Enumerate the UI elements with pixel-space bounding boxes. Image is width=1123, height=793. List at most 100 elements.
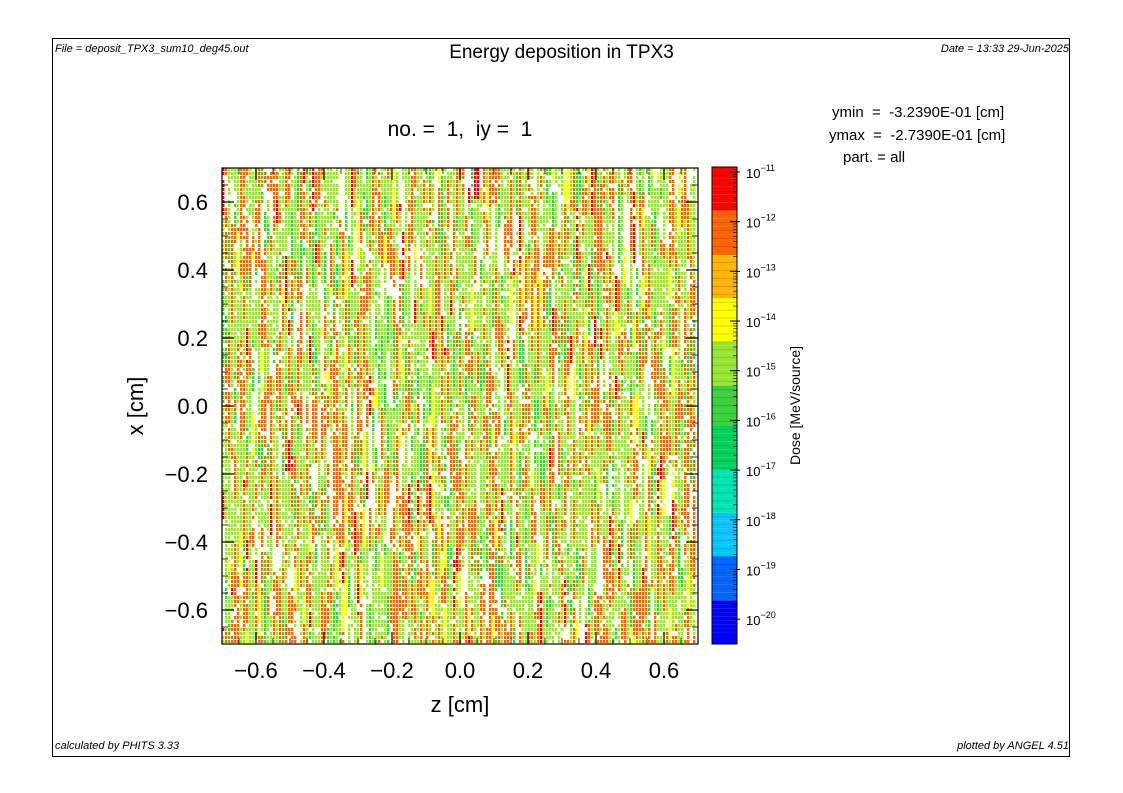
heatmap-cell	[360, 452, 363, 455]
heatmap-cell	[315, 584, 318, 587]
heatmap-cell	[354, 632, 357, 635]
heatmap-cell	[246, 536, 249, 539]
heatmap-cell	[264, 344, 267, 347]
heatmap-cell	[261, 508, 264, 511]
heatmap-cell	[300, 476, 303, 479]
heatmap-cell	[303, 580, 306, 583]
heatmap-cell	[285, 496, 288, 499]
heatmap-cell	[237, 340, 240, 343]
heatmap-cell	[300, 312, 303, 315]
heatmap-cell	[243, 404, 246, 407]
heatmap-cell	[258, 252, 261, 255]
heatmap-cell	[267, 468, 270, 471]
heatmap-cell	[339, 384, 342, 387]
heatmap-cell	[228, 516, 231, 519]
heatmap-cell	[276, 444, 279, 447]
heatmap-cell	[330, 372, 333, 375]
heatmap-cell	[288, 372, 291, 375]
heatmap-cell	[267, 616, 270, 619]
heatmap-cell	[369, 544, 372, 547]
heatmap-cell	[252, 228, 255, 231]
heatmap-cell	[312, 280, 315, 283]
heatmap-cell	[249, 548, 252, 551]
heatmap-cell	[309, 520, 312, 523]
heatmap-cell	[249, 372, 252, 375]
heatmap-cell	[297, 568, 300, 571]
heatmap-cell	[264, 392, 267, 395]
heatmap-cell	[252, 328, 255, 331]
heatmap-cell	[246, 508, 249, 511]
heatmap-cell	[288, 448, 291, 451]
heatmap-cell	[267, 500, 270, 503]
heatmap-cell	[357, 572, 360, 575]
heatmap-cell	[264, 600, 267, 603]
heatmap-cell	[339, 544, 342, 547]
heatmap-cell	[318, 616, 321, 619]
heatmap-cell	[246, 440, 249, 443]
heatmap-cell	[222, 480, 225, 483]
heatmap-cell	[246, 392, 249, 395]
heatmap-cell	[342, 560, 345, 563]
heatmap-cell	[288, 196, 291, 199]
heatmap-cell	[240, 600, 243, 603]
heatmap-cell	[276, 204, 279, 207]
heatmap-cell	[315, 620, 318, 623]
heatmap-cell	[360, 196, 363, 199]
heatmap-cell	[252, 576, 255, 579]
heatmap-cell	[258, 484, 261, 487]
heatmap-cell	[342, 584, 345, 587]
heatmap-cell	[276, 420, 279, 423]
heatmap-cell	[225, 168, 228, 171]
heatmap-cell	[261, 552, 264, 555]
heatmap-cell	[339, 536, 342, 539]
heatmap-cell	[333, 400, 336, 403]
heatmap-cell	[381, 540, 384, 543]
heatmap-cell	[372, 184, 375, 187]
heatmap-cell	[354, 436, 357, 439]
heatmap-cell	[240, 340, 243, 343]
heatmap-cell	[312, 176, 315, 179]
heatmap-cell	[366, 360, 369, 363]
heatmap-cell	[339, 556, 342, 559]
heatmap-cell	[282, 540, 285, 543]
heatmap-cell	[342, 248, 345, 251]
heatmap-cell	[285, 420, 288, 423]
heatmap-cell	[378, 616, 381, 619]
heatmap-cell	[243, 264, 246, 267]
heatmap-cell	[273, 628, 276, 631]
heatmap-cell	[225, 592, 228, 595]
heatmap-cell	[342, 388, 345, 391]
heatmap-cell	[234, 456, 237, 459]
heatmap-cell	[282, 220, 285, 223]
heatmap-cell	[297, 572, 300, 575]
heatmap-cell	[243, 400, 246, 403]
heatmap-cell	[309, 336, 312, 339]
heatmap-cell	[366, 336, 369, 339]
heatmap-cell	[327, 204, 330, 207]
heatmap-cell	[321, 504, 324, 507]
heatmap-cell	[261, 180, 264, 183]
heatmap-cell	[315, 304, 318, 307]
heatmap-cell	[246, 256, 249, 259]
heatmap-cell	[372, 612, 375, 615]
heatmap-cell	[243, 560, 246, 563]
heatmap-cell	[225, 320, 228, 323]
heatmap-cell	[264, 476, 267, 479]
heatmap-cell	[330, 428, 333, 431]
heatmap-cell	[246, 284, 249, 287]
heatmap-cell	[312, 240, 315, 243]
heatmap-cell	[345, 432, 348, 435]
heatmap-cell	[243, 176, 246, 179]
heatmap-cell	[243, 628, 246, 631]
heatmap-cell	[243, 256, 246, 259]
heatmap-cell	[249, 356, 252, 359]
heatmap-cell	[333, 524, 336, 527]
heatmap-cell	[324, 328, 327, 331]
heatmap-cell	[372, 476, 375, 479]
heatmap-cell	[270, 268, 273, 271]
heatmap-cell	[375, 312, 378, 315]
heatmap-cell	[222, 508, 225, 511]
heatmap-cell	[234, 176, 237, 179]
heatmap-cell	[291, 368, 294, 371]
heatmap-cell	[276, 208, 279, 211]
